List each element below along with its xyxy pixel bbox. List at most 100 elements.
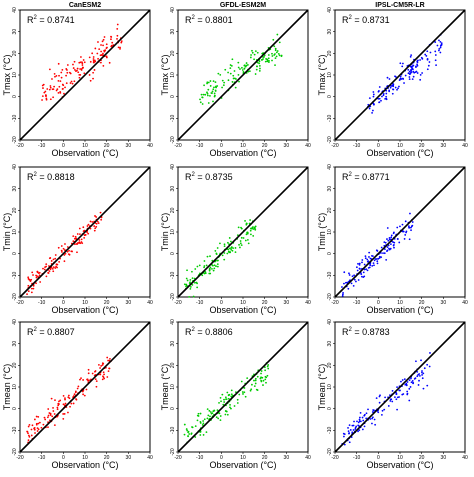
data-point bbox=[66, 250, 69, 253]
data-point bbox=[250, 54, 252, 56]
data-point bbox=[197, 412, 200, 415]
y-tick-label: 10 bbox=[170, 72, 176, 78]
data-point bbox=[260, 372, 262, 375]
data-point bbox=[237, 66, 240, 69]
data-point bbox=[354, 428, 357, 430]
data-point bbox=[229, 403, 231, 406]
data-point bbox=[412, 382, 415, 384]
data-point bbox=[347, 427, 349, 429]
y-tick-label: 40 bbox=[170, 164, 176, 170]
data-point bbox=[109, 358, 111, 360]
scatter-panel-4: -20 -10 0 10 20 30 40 -20 -10 0 10 20 30 40 Observatio… bbox=[2, 164, 153, 315]
data-point bbox=[231, 81, 234, 83]
data-point bbox=[213, 92, 216, 95]
data-point bbox=[67, 394, 70, 397]
y-tick-label: -20 bbox=[327, 448, 333, 455]
data-point bbox=[27, 439, 30, 442]
data-point bbox=[356, 269, 359, 272]
data-point bbox=[34, 432, 36, 434]
data-point bbox=[94, 60, 97, 63]
x-tick-label: 30 bbox=[126, 300, 132, 306]
data-point bbox=[63, 92, 65, 95]
data-point bbox=[278, 41, 281, 44]
x-tick-label: -10 bbox=[353, 455, 360, 461]
data-point bbox=[101, 364, 104, 366]
data-point bbox=[105, 43, 108, 46]
data-point bbox=[103, 373, 105, 376]
y-axis-label: Tmax (°C) bbox=[160, 54, 170, 95]
data-point bbox=[353, 274, 356, 277]
data-point bbox=[359, 268, 361, 270]
data-point bbox=[367, 267, 370, 269]
data-point bbox=[95, 385, 98, 388]
data-point bbox=[209, 266, 212, 269]
data-point bbox=[35, 415, 38, 418]
data-point bbox=[89, 60, 92, 63]
x-tick-label: 0 bbox=[220, 143, 223, 149]
data-point bbox=[348, 272, 350, 275]
data-point bbox=[77, 385, 80, 388]
data-point bbox=[88, 74, 91, 76]
data-point bbox=[80, 377, 82, 380]
data-point bbox=[101, 378, 104, 381]
data-point bbox=[26, 430, 28, 433]
data-point bbox=[32, 287, 35, 290]
data-point bbox=[386, 246, 389, 248]
data-point bbox=[77, 71, 80, 74]
data-point bbox=[73, 80, 76, 83]
data-point bbox=[266, 60, 269, 63]
data-point bbox=[396, 88, 398, 91]
data-point bbox=[434, 59, 437, 62]
data-point bbox=[434, 54, 437, 56]
data-point bbox=[76, 233, 79, 235]
x-tick-label: -20 bbox=[174, 143, 181, 149]
y-tick-label: -10 bbox=[170, 272, 176, 279]
data-point bbox=[388, 89, 391, 92]
data-point bbox=[62, 417, 65, 420]
data-point bbox=[368, 97, 371, 100]
data-point bbox=[391, 84, 394, 87]
x-tick-label: 40 bbox=[305, 143, 311, 149]
data-point bbox=[414, 377, 417, 380]
data-point bbox=[54, 267, 57, 269]
data-point bbox=[440, 43, 443, 46]
data-point bbox=[419, 59, 421, 61]
data-point bbox=[111, 41, 114, 44]
data-point bbox=[94, 47, 97, 50]
data-point bbox=[264, 366, 266, 369]
scatter-panel-1: CanESM2 -20 -10 0 10 20 30 40 -20 -10 0 10 20 30 40 Obs… bbox=[2, 2, 153, 158]
data-point bbox=[89, 220, 92, 223]
data-point bbox=[205, 431, 208, 433]
data-point bbox=[30, 287, 33, 290]
y-tick-label: 10 bbox=[170, 384, 176, 390]
data-point bbox=[416, 63, 418, 66]
data-point bbox=[407, 68, 410, 71]
data-point bbox=[87, 379, 90, 382]
data-point bbox=[100, 50, 103, 53]
data-point bbox=[240, 226, 242, 229]
data-point bbox=[396, 386, 398, 389]
y-tick-label: -10 bbox=[327, 272, 333, 279]
data-point bbox=[262, 56, 265, 58]
data-point bbox=[274, 47, 277, 50]
x-tick-label: -20 bbox=[16, 455, 23, 461]
data-point bbox=[386, 250, 388, 252]
data-point bbox=[66, 64, 69, 66]
data-point bbox=[52, 96, 55, 99]
data-point bbox=[208, 272, 211, 275]
x-tick-label: 10 bbox=[240, 143, 246, 149]
data-point bbox=[83, 72, 86, 75]
data-point bbox=[73, 243, 76, 246]
data-point bbox=[59, 91, 62, 93]
data-point bbox=[202, 422, 205, 425]
data-point bbox=[185, 428, 188, 430]
data-point bbox=[436, 44, 439, 47]
data-point bbox=[28, 435, 31, 438]
data-point bbox=[249, 229, 252, 232]
data-point bbox=[69, 72, 72, 75]
data-point bbox=[368, 256, 370, 258]
data-point bbox=[267, 367, 270, 370]
data-point bbox=[408, 226, 411, 229]
data-point bbox=[249, 219, 252, 221]
x-tick-label: 30 bbox=[441, 143, 447, 149]
